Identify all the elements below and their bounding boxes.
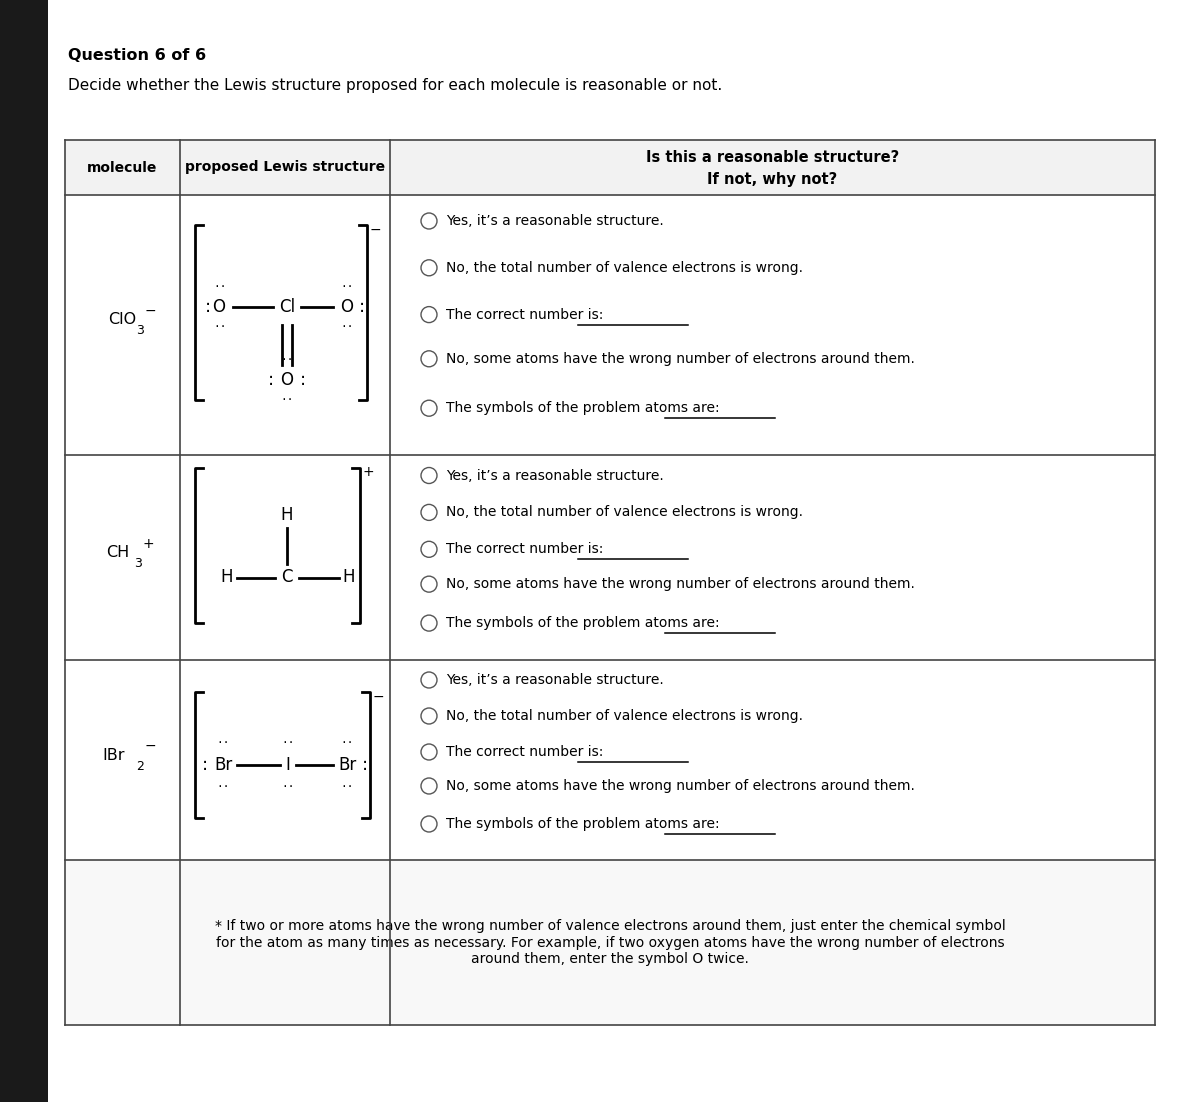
Text: The correct number is:: The correct number is:: [446, 745, 604, 759]
Text: If not, why not?: If not, why not?: [707, 172, 838, 187]
Text: ··: ··: [281, 738, 295, 748]
Text: The symbols of the problem atoms are:: The symbols of the problem atoms are:: [446, 817, 720, 831]
Text: −: −: [144, 739, 156, 753]
Text: Yes, it’s a reasonable structure.: Yes, it’s a reasonable structure.: [446, 468, 664, 483]
Text: molecule: molecule: [88, 161, 157, 174]
Text: ··: ··: [341, 322, 354, 332]
Text: :: :: [362, 756, 368, 774]
Text: No, some atoms have the wrong number of electrons around them.: No, some atoms have the wrong number of …: [446, 577, 914, 591]
Text: −: −: [373, 690, 385, 704]
Text: :: :: [202, 756, 208, 774]
Text: The symbols of the problem atoms are:: The symbols of the problem atoms are:: [446, 401, 720, 415]
Text: −: −: [144, 304, 156, 318]
Text: No, the total number of valence electrons is wrong.: No, the total number of valence electron…: [446, 506, 803, 519]
Text: C: C: [281, 569, 293, 586]
Text: :: :: [205, 298, 211, 316]
Text: 3: 3: [137, 324, 144, 337]
Text: Br: Br: [214, 756, 232, 774]
Text: The correct number is:: The correct number is:: [446, 542, 604, 557]
Text: H: H: [343, 569, 355, 586]
Text: ClO: ClO: [108, 313, 137, 327]
Text: ··: ··: [281, 782, 295, 792]
Text: :: :: [268, 371, 274, 389]
Text: ··: ··: [281, 355, 294, 365]
Text: Is this a reasonable structure?: Is this a reasonable structure?: [646, 150, 899, 165]
Text: +: +: [364, 465, 374, 479]
Text: proposed Lewis structure: proposed Lewis structure: [185, 161, 385, 174]
Text: No, some atoms have the wrong number of electrons around them.: No, some atoms have the wrong number of …: [446, 779, 914, 793]
Text: ··: ··: [216, 782, 229, 792]
Text: 2: 2: [137, 759, 144, 773]
Bar: [65, 140, 1154, 195]
Text: ··: ··: [214, 282, 227, 292]
Text: 3: 3: [134, 557, 143, 570]
Text: O: O: [341, 298, 354, 316]
Text: :: :: [300, 371, 306, 389]
Text: −: −: [370, 223, 382, 237]
Text: The correct number is:: The correct number is:: [446, 307, 604, 322]
Text: Cl: Cl: [278, 298, 295, 316]
Text: CH: CH: [107, 545, 130, 560]
Text: ··: ··: [216, 738, 229, 748]
Text: IBr: IBr: [102, 747, 125, 763]
Text: Yes, it’s a reasonable structure.: Yes, it’s a reasonable structure.: [446, 214, 664, 228]
Text: No, the total number of valence electrons is wrong.: No, the total number of valence electron…: [446, 709, 803, 723]
Text: +: +: [143, 537, 154, 551]
Text: Br: Br: [338, 756, 356, 774]
Text: O: O: [212, 298, 226, 316]
Text: H: H: [221, 569, 233, 586]
Text: ··: ··: [281, 395, 294, 406]
Text: ··: ··: [341, 282, 354, 292]
Text: O: O: [281, 371, 294, 389]
Bar: [0, 0, 48, 1102]
Text: ··: ··: [341, 782, 354, 792]
Text: * If two or more atoms have the wrong number of valence electrons around them, j: * If two or more atoms have the wrong nu…: [215, 919, 1006, 965]
Text: The symbols of the problem atoms are:: The symbols of the problem atoms are:: [446, 616, 720, 630]
Text: No, some atoms have the wrong number of electrons around them.: No, some atoms have the wrong number of …: [446, 352, 914, 366]
Text: H: H: [281, 507, 293, 525]
Text: I: I: [286, 756, 290, 774]
Text: Decide whether the Lewis structure proposed for each molecule is reasonable or n: Decide whether the Lewis structure propo…: [68, 78, 722, 93]
Bar: [65, 860, 1154, 1025]
Text: :: :: [359, 298, 365, 316]
Text: Question 6 of 6: Question 6 of 6: [68, 48, 206, 63]
Text: Yes, it’s a reasonable structure.: Yes, it’s a reasonable structure.: [446, 673, 664, 687]
Text: ··: ··: [214, 322, 227, 332]
Text: No, the total number of valence electrons is wrong.: No, the total number of valence electron…: [446, 261, 803, 274]
Text: ··: ··: [341, 738, 354, 748]
